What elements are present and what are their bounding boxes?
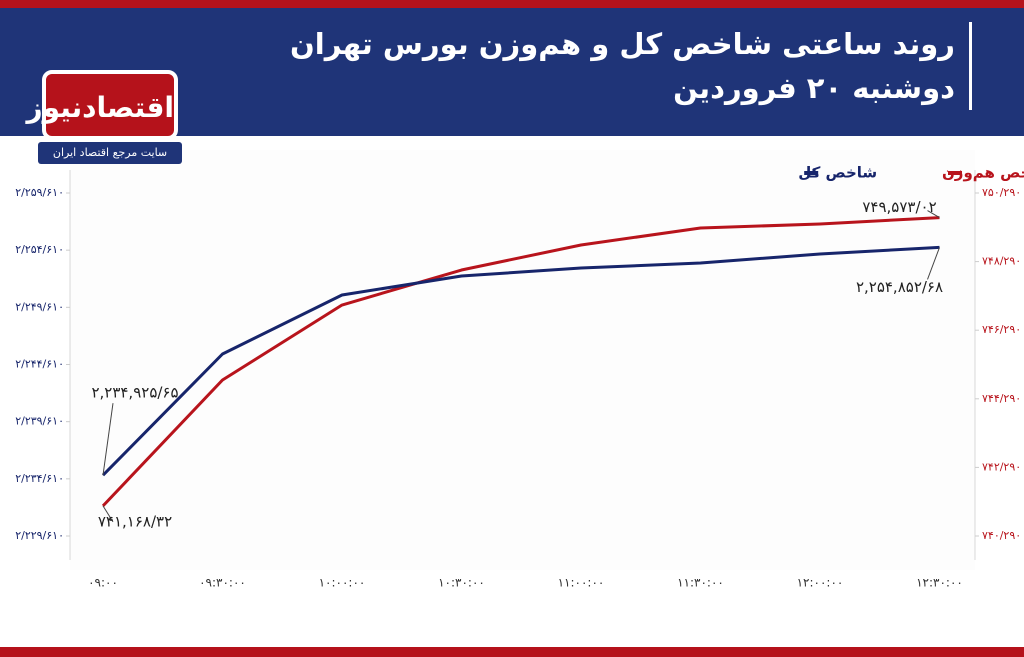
x-tick-label: ۱۲:۳۰:۰۰: [916, 576, 963, 590]
y-tick-label: ۲/۲۳۴/۶۱۰: [15, 472, 64, 485]
x-tick-label: ۰۹:۰۰: [88, 576, 118, 590]
x-tick-label: ۱۲:۰۰:۰۰: [797, 576, 844, 590]
x-tick-label: ۱۰:۳۰:۰۰: [438, 576, 485, 590]
label-leader: [927, 247, 940, 280]
y-tick-label: ۲/۲۴۴/۶۱۰: [15, 358, 64, 371]
chart-title: روند ساعتی شاخص کل و هم‌وزن بورس تهران: [290, 27, 955, 61]
x-tick-label: ۱۰:۰۰:۰۰: [319, 576, 366, 590]
logo: اقتصادنیوز: [27, 70, 178, 140]
y2-tick-label: ۷۴۰/۲۹۰: [982, 529, 1021, 542]
label-leader: [102, 505, 114, 523]
y2-tick-label: ۷۴۴/۲۹۰: [982, 392, 1021, 405]
bottom-band: [0, 647, 1024, 657]
legend-label: شاخص کل: [798, 164, 877, 182]
y-tick-label: ۲/۲۴۹/۶۱۰: [15, 300, 64, 313]
top-band: [0, 0, 1024, 8]
y-tick-label: ۲/۲۵۹/۶۱۰: [15, 186, 64, 199]
y2-tick-label: ۷۴۸/۲۹۰: [982, 255, 1021, 268]
y-tick-label: ۲/۲۲۹/۶۱۰: [15, 529, 64, 542]
plot-area: [70, 150, 975, 570]
data-label: ۲,۲۵۴,۸۵۲/۶۸: [856, 278, 943, 296]
x-tick-label: ۱۱:۰۰:۰۰: [558, 576, 605, 590]
logo-tagline: سایت مرجع اقتصاد ایران: [38, 142, 182, 164]
title-box: روند ساعتی شاخص کل و هم‌وزن بورس تهران د…: [195, 22, 972, 110]
y-tick-label: ۲/۲۵۴/۶۱۰: [15, 243, 64, 256]
x-tick-label: ۱۱:۳۰:۰۰: [677, 576, 724, 590]
x-tick-label: ۰۹:۳۰:۰۰: [199, 576, 246, 590]
data-label: ۷۴۱,۱۶۸/۳۲: [98, 512, 172, 530]
y2-tick-label: ۷۴۲/۲۹۰: [982, 460, 1021, 473]
data-label: ۷۴۹,۵۷۳/۰۲: [862, 198, 936, 216]
y2-tick-label: ۷۴۶/۲۹۰: [982, 323, 1021, 336]
label-leader: [927, 210, 940, 219]
y-tick-label: ۲/۲۳۹/۶۱۰: [15, 415, 64, 428]
legend-label: شاخص هم‌وزن: [942, 164, 1024, 182]
series-line: [101, 245, 940, 477]
y2-tick-label: ۷۵۰/۲۹۰: [982, 186, 1021, 199]
chart-subtitle: دوشنبه ۲۰ فروردین: [673, 71, 955, 105]
label-leader: [102, 403, 114, 476]
series-line: [101, 216, 940, 507]
data-label: ۲,۲۳۴,۹۲۵/۶۵: [91, 384, 178, 402]
